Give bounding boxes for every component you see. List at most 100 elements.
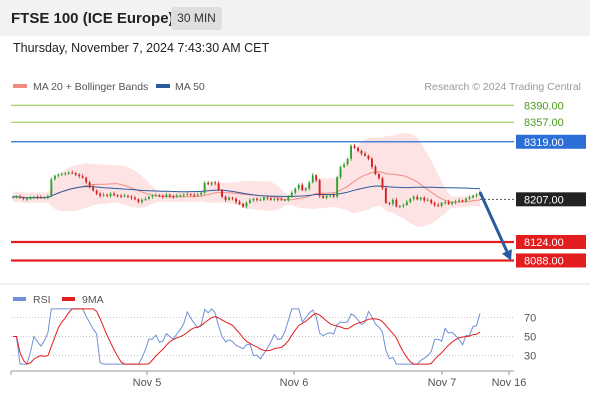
candle-up: [12, 196, 14, 198]
candle-down: [242, 203, 244, 207]
candle-up: [350, 145, 352, 159]
candle-down: [172, 196, 175, 198]
candle-down: [39, 197, 42, 199]
candle-down: [214, 182, 217, 184]
current-price-tag: [516, 192, 586, 207]
candle-down: [374, 166, 377, 175]
candle-up: [46, 196, 49, 198]
candle-up: [102, 194, 105, 196]
candle-up: [175, 195, 178, 197]
candle-up: [465, 198, 467, 201]
candle-down: [381, 178, 384, 189]
candle-down: [106, 194, 108, 196]
ma50-legend-label: MA 50: [175, 81, 205, 93]
candle-down: [238, 201, 241, 204]
candle-up: [53, 175, 56, 180]
candle-up: [329, 195, 332, 197]
candle-up: [419, 197, 422, 200]
candle-up: [402, 205, 405, 206]
candle-down: [231, 197, 234, 199]
forecast-arrow-head: [501, 249, 512, 261]
candle-up: [33, 196, 35, 198]
bollinger-band-area: [13, 132, 480, 227]
candle-down: [130, 196, 133, 198]
candle-down: [189, 194, 192, 196]
candle-down: [276, 198, 279, 200]
candle-up: [26, 198, 28, 200]
time-axis-label: Nov 16: [492, 377, 527, 389]
candle-up: [228, 197, 230, 200]
ma20-line: [13, 171, 481, 203]
candle-up: [141, 199, 143, 202]
candle-down: [22, 197, 25, 199]
candle-down: [134, 197, 136, 200]
resistance-label: 8357.00: [524, 117, 564, 129]
candle-down: [364, 153, 366, 156]
candle-down: [367, 155, 370, 159]
pivot-label: 8319.00: [524, 137, 564, 149]
candle-down: [19, 196, 21, 198]
candle-up: [165, 194, 168, 197]
candle-down: [315, 175, 318, 181]
candle-down: [88, 182, 91, 187]
candle-down: [384, 188, 387, 203]
candle-down: [71, 172, 74, 174]
ma20-legend-label: MA 20 + Bollinger Bands: [33, 81, 148, 93]
candle-down: [113, 193, 115, 196]
candle-down: [332, 195, 335, 197]
candle-up: [273, 198, 276, 200]
candle-up: [472, 195, 474, 198]
candle-up: [252, 198, 255, 201]
candle-down: [256, 198, 258, 200]
candle-down: [269, 198, 272, 200]
candle-down: [378, 174, 380, 179]
candle-up: [336, 177, 339, 197]
forecast-arrow: [478, 191, 512, 261]
candle-up: [451, 202, 454, 204]
time-axis-label: Nov 6: [280, 377, 309, 389]
candle-up: [50, 179, 53, 197]
chart-datetime: Thursday, November 7, 2024 7:43:30 AM CE…: [13, 41, 270, 55]
support-label: 8124.00: [524, 237, 564, 249]
candle-up: [426, 199, 429, 201]
rsi-tick-label: 50: [524, 332, 536, 344]
candle-up: [29, 197, 32, 199]
candle-down: [280, 199, 283, 201]
candle-down: [193, 194, 196, 196]
ma50-legend-swatch: [156, 84, 170, 88]
candle-up: [249, 200, 251, 203]
candle-down: [120, 195, 122, 197]
candle-up: [304, 188, 307, 190]
candle-up: [412, 196, 415, 199]
ma9-legend-label: 9MA: [82, 294, 104, 306]
candle-down: [301, 184, 304, 190]
candle-down: [168, 194, 171, 197]
ma50-line: [13, 185, 480, 199]
candle-up: [325, 195, 328, 198]
candle-down: [433, 202, 436, 205]
candle-down: [74, 173, 77, 175]
candle-down: [430, 199, 433, 203]
candle-down: [266, 197, 269, 199]
candle-up: [287, 196, 290, 200]
candle-up: [346, 158, 349, 165]
timeframe-button[interactable]: 30 MIN: [171, 7, 222, 30]
candle-up: [15, 196, 18, 198]
candle-down: [116, 195, 119, 197]
candle-down: [395, 199, 398, 207]
candle-up: [454, 201, 457, 203]
candle-up: [148, 196, 150, 199]
instrument-title: FTSE 100 (ICE Europe): [11, 10, 174, 27]
candle-down: [36, 196, 39, 198]
candle-down: [353, 145, 356, 148]
research-credit: Research © 2024 Trading Central: [424, 81, 581, 93]
candle-up: [409, 198, 412, 202]
rsi-line: [13, 308, 481, 365]
candle-up: [64, 173, 67, 175]
candle-down: [95, 190, 98, 194]
candle-down: [99, 193, 102, 196]
main-legend: MA 20 + Bollinger Bands MA 50 Research ©…: [13, 81, 581, 93]
candle-up: [154, 195, 157, 197]
current-price-label: 8207.00: [524, 194, 564, 206]
moving-averages: [13, 171, 481, 203]
